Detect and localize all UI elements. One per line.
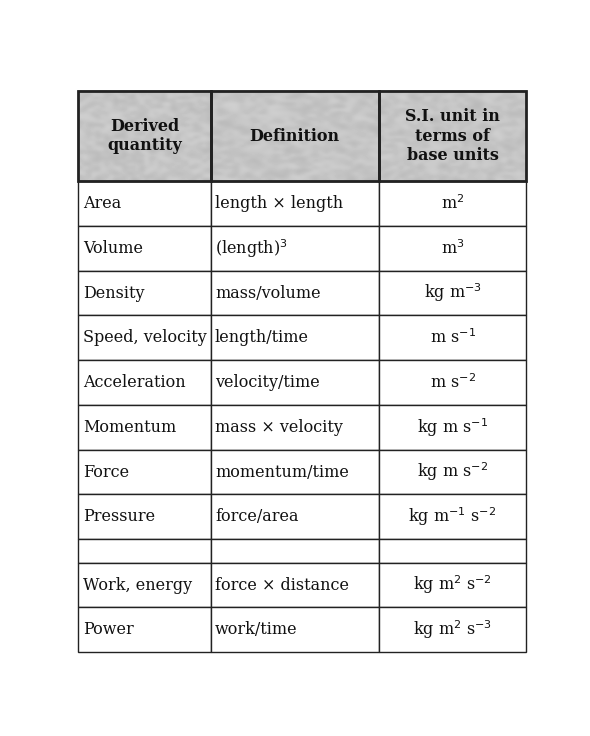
Bar — [379, 91, 526, 181]
Text: kg m$^{2}$ s$^{-3}$: kg m$^{2}$ s$^{-3}$ — [413, 618, 492, 641]
Bar — [379, 495, 526, 539]
Text: m s$^{-2}$: m s$^{-2}$ — [430, 373, 476, 392]
Bar — [379, 450, 526, 495]
Bar — [78, 450, 211, 495]
Bar — [78, 607, 211, 652]
Bar — [211, 405, 379, 450]
Bar — [379, 563, 526, 607]
Bar — [211, 563, 379, 607]
Bar — [78, 539, 211, 563]
Text: (length)$^{3}$: (length)$^{3}$ — [215, 237, 288, 260]
Bar — [379, 226, 526, 271]
Text: m s$^{-1}$: m s$^{-1}$ — [430, 328, 476, 347]
Bar — [78, 91, 211, 181]
Text: m$^{3}$: m$^{3}$ — [441, 239, 464, 258]
Text: Speed, velocity: Speed, velocity — [83, 329, 206, 347]
Text: Force: Force — [83, 464, 129, 481]
Bar — [211, 539, 379, 563]
Text: momentum/time: momentum/time — [215, 464, 349, 481]
Bar — [211, 495, 379, 539]
Bar — [211, 316, 379, 360]
Bar — [78, 181, 211, 226]
Bar — [379, 181, 526, 226]
Bar — [211, 607, 379, 652]
Bar — [211, 181, 379, 226]
Text: Derived
quantity: Derived quantity — [107, 118, 182, 155]
Text: m$^{2}$: m$^{2}$ — [441, 194, 464, 213]
Bar — [379, 271, 526, 316]
Text: Acceleration: Acceleration — [83, 374, 185, 391]
Bar — [211, 360, 379, 405]
Bar — [211, 226, 379, 271]
Bar — [379, 360, 526, 405]
Text: length/time: length/time — [215, 329, 309, 347]
Bar — [211, 91, 379, 181]
Text: kg m s$^{-2}$: kg m s$^{-2}$ — [417, 461, 488, 484]
Bar — [78, 563, 211, 607]
Bar — [78, 271, 211, 316]
Text: kg m$^{-1}$ s$^{-2}$: kg m$^{-1}$ s$^{-2}$ — [408, 506, 497, 528]
Text: Density: Density — [83, 285, 145, 302]
Bar — [379, 405, 526, 450]
Text: kg m$^{-3}$: kg m$^{-3}$ — [424, 282, 481, 305]
Text: Definition: Definition — [250, 128, 340, 145]
Text: velocity/time: velocity/time — [215, 374, 320, 391]
Bar — [78, 316, 211, 360]
Bar — [379, 607, 526, 652]
Text: mass/volume: mass/volume — [215, 285, 320, 302]
Text: force × distance: force × distance — [215, 576, 349, 594]
Bar — [211, 271, 379, 316]
Text: Work, energy: Work, energy — [83, 576, 192, 594]
Bar — [379, 539, 526, 563]
Bar — [78, 405, 211, 450]
Bar — [211, 450, 379, 495]
Text: kg m s$^{-1}$: kg m s$^{-1}$ — [417, 416, 488, 439]
Text: work/time: work/time — [215, 621, 297, 638]
Text: S.I. unit in
terms of
base units: S.I. unit in terms of base units — [405, 108, 500, 164]
Text: Area: Area — [83, 195, 121, 212]
Text: force/area: force/area — [215, 509, 299, 526]
Text: kg m$^{2}$ s$^{-2}$: kg m$^{2}$ s$^{-2}$ — [413, 574, 492, 596]
Text: Volume: Volume — [83, 240, 143, 257]
Text: mass × velocity: mass × velocity — [215, 419, 343, 436]
Bar — [78, 360, 211, 405]
Text: Pressure: Pressure — [83, 509, 155, 526]
Text: length × length: length × length — [215, 195, 343, 212]
Text: Power: Power — [83, 621, 133, 638]
Text: Momentum: Momentum — [83, 419, 176, 436]
Bar — [78, 226, 211, 271]
Bar — [78, 495, 211, 539]
Bar — [379, 316, 526, 360]
